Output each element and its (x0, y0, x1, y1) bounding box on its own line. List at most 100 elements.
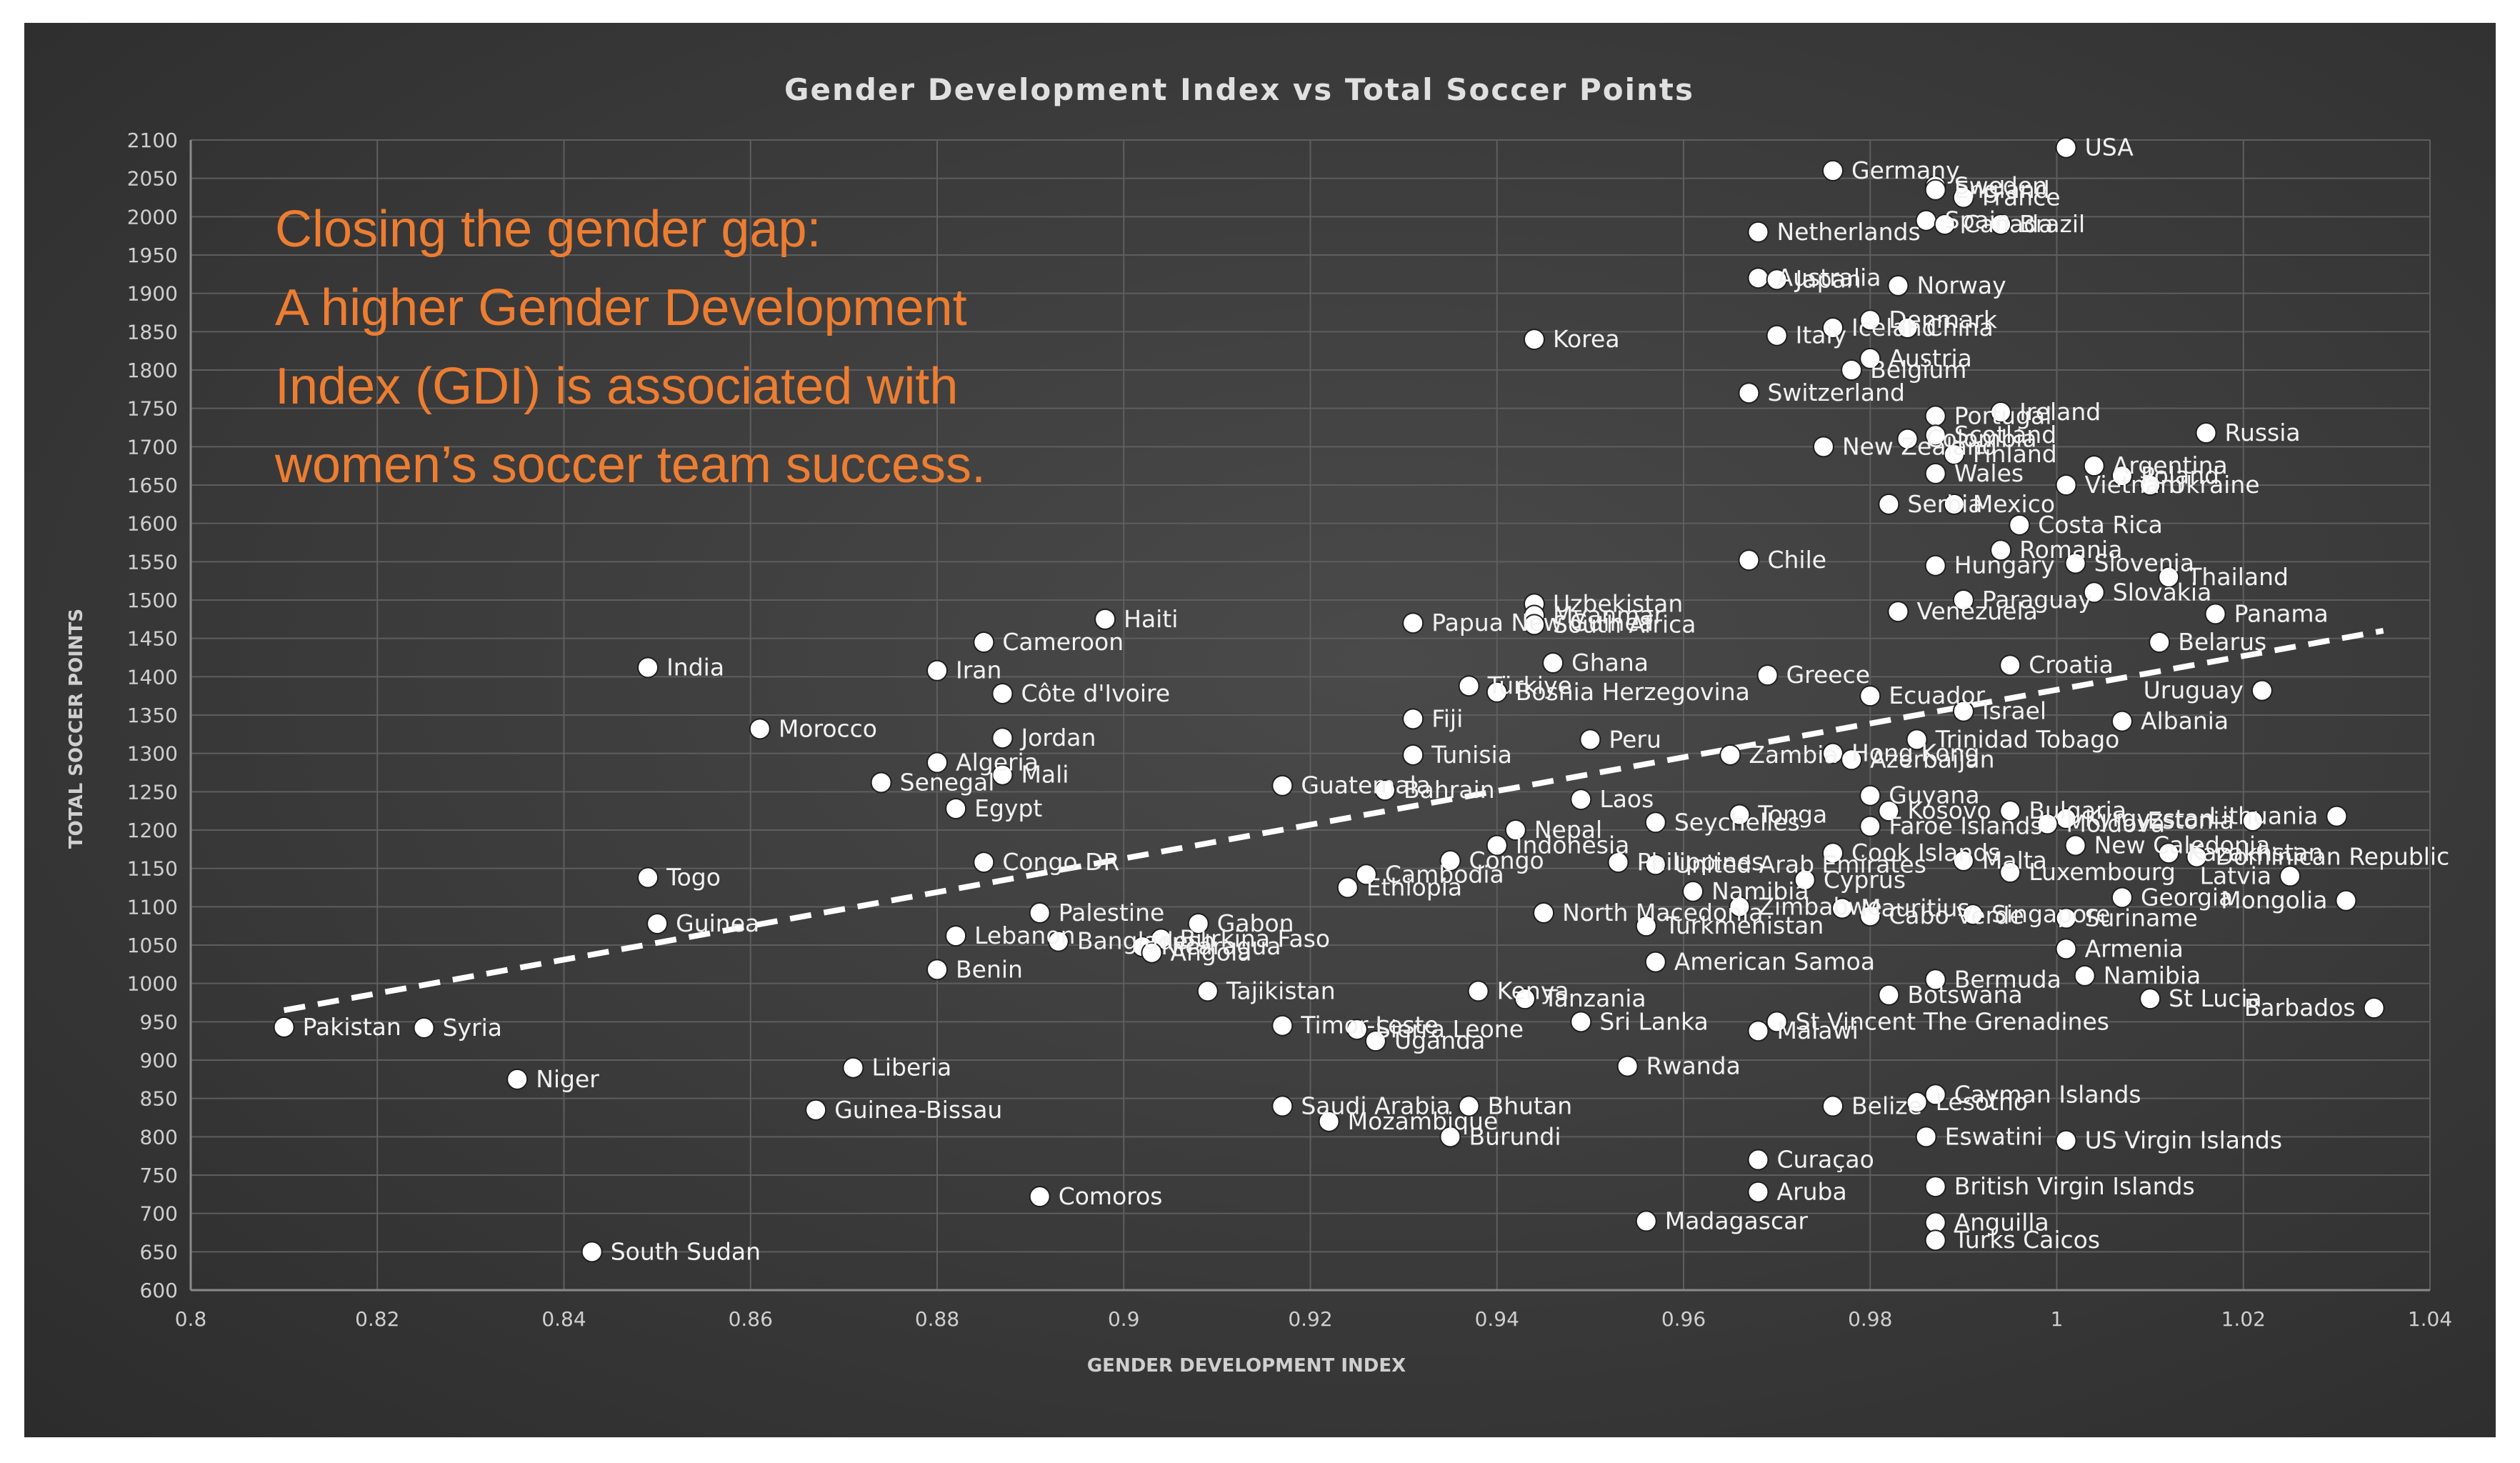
data-point (637, 656, 659, 679)
point-label: Egypt (974, 794, 1042, 822)
data-point (926, 959, 948, 981)
point-label: Senegal (900, 768, 995, 796)
data-point (1271, 774, 1294, 797)
annotation-line: women’s soccer team success. (274, 436, 986, 494)
y-tick-label: 1500 (127, 589, 178, 612)
data-point (1579, 729, 1601, 751)
y-tick-label: 650 (140, 1240, 178, 1264)
data-point (1747, 1020, 1769, 1042)
point-label: Greece (1786, 661, 1870, 689)
data-point (1887, 274, 1909, 296)
point-label: Bosnia Herzegovina (1516, 678, 1750, 706)
point-label: Portugal (1954, 401, 2052, 429)
point-label: Panama (2234, 599, 2329, 627)
data-point (1915, 1126, 1937, 1148)
data-point (1924, 179, 1946, 201)
data-point (1878, 800, 1900, 822)
point-label: India (666, 653, 724, 681)
point-label: Pakistan (303, 1013, 401, 1041)
point-label: Sri Lanka (1599, 1007, 1708, 1035)
point-label: Bermuda (1954, 965, 2061, 993)
y-tick-label: 1200 (127, 819, 178, 842)
data-point (1504, 819, 1526, 841)
data-point (1794, 869, 1816, 891)
data-point (945, 797, 967, 819)
point-label: Tonga (1757, 801, 1827, 829)
data-point (1822, 1095, 1844, 1117)
point-label: Bahrain (1404, 776, 1495, 804)
x-tick-label: 0.92 (1288, 1307, 1332, 1331)
point-label: Ukraine (2169, 471, 2259, 499)
data-point (1990, 401, 2012, 424)
point-label: Mexico (1973, 490, 2055, 518)
data-point (1952, 589, 1974, 611)
data-point (1524, 329, 1545, 351)
y-tick-label: 1550 (127, 550, 178, 574)
y-tick-label: 1900 (127, 282, 178, 306)
point-label: Lebanon (974, 922, 1075, 949)
data-point (1999, 862, 2021, 884)
data-point (1486, 834, 1508, 857)
y-tick-label: 1250 (127, 780, 178, 804)
data-point (1924, 1229, 1946, 1252)
data-point (973, 631, 995, 654)
point-label: Botswana (1907, 981, 2022, 1009)
point-label: Laos (1599, 785, 1654, 813)
data-point (1439, 849, 1461, 872)
point-label: Cameroon (1002, 628, 1124, 656)
data-point (637, 867, 659, 889)
point-label: Costa Rica (2038, 511, 2163, 539)
point-label: Austria (1889, 344, 1972, 372)
data-point (2363, 997, 2385, 1019)
data-point (1336, 877, 1359, 899)
point-label: Seychelles (1674, 808, 1800, 836)
point-label: Venezuela (1916, 597, 2037, 625)
point-label: Niger (536, 1065, 599, 1093)
point-label: Bulgaria (2029, 797, 2126, 824)
data-point (1644, 854, 1666, 876)
data-point (581, 1241, 603, 1263)
x-tick-label: 0.86 (729, 1307, 773, 1331)
data-point (991, 682, 1014, 704)
y-tick-label: 750 (140, 1164, 178, 1187)
point-label: Namibia (1711, 877, 1809, 905)
data-point (1906, 1092, 1928, 1114)
point-label: Sweden (1954, 171, 2047, 199)
data-point (646, 912, 669, 934)
chart-title: Gender Development Index vs Total Soccer… (784, 72, 1694, 107)
data-point (1364, 1030, 1386, 1052)
data-point (1812, 436, 1834, 458)
data-point (1467, 980, 1489, 1002)
point-label: Finland (1973, 440, 2057, 468)
point-label: Eswatini (1945, 1122, 2043, 1150)
data-point (1318, 1110, 1340, 1132)
data-point (973, 852, 995, 874)
point-label: Poland (2141, 461, 2219, 489)
point-label: Estonia (2147, 807, 2234, 834)
data-point (1729, 804, 1751, 826)
point-label: Georgia (2141, 883, 2233, 911)
data-point (2158, 566, 2180, 588)
data-point (805, 1099, 827, 1121)
point-label: Uruguay (2144, 676, 2244, 704)
point-label: Timor-Leste (1300, 1012, 1439, 1039)
data-point (2064, 552, 2086, 574)
point-label: Philippines (1637, 848, 1764, 876)
point-label: Brazil (2019, 210, 2085, 238)
data-point (1570, 1011, 1592, 1033)
data-point (2186, 846, 2208, 868)
point-label: Zambia (1749, 741, 1838, 769)
point-label: Tajikistan (1226, 977, 1336, 1004)
point-label: Saudi Arabia (1301, 1092, 1450, 1119)
data-point (1047, 930, 1069, 952)
x-axis-title: GENDER DEVELOPMENT INDEX (1087, 1355, 1406, 1377)
point-label: Cambodia (1385, 860, 1504, 888)
data-point (1029, 1186, 1051, 1208)
x-tick-label: 0.82 (355, 1307, 399, 1331)
data-point (1766, 1011, 1788, 1033)
data-point (2055, 907, 2077, 929)
point-label: Barbados (2244, 994, 2356, 1022)
y-tick-label: 1850 (127, 320, 178, 344)
data-point (1766, 269, 1788, 291)
point-label: Nicaragua (1161, 932, 1281, 960)
